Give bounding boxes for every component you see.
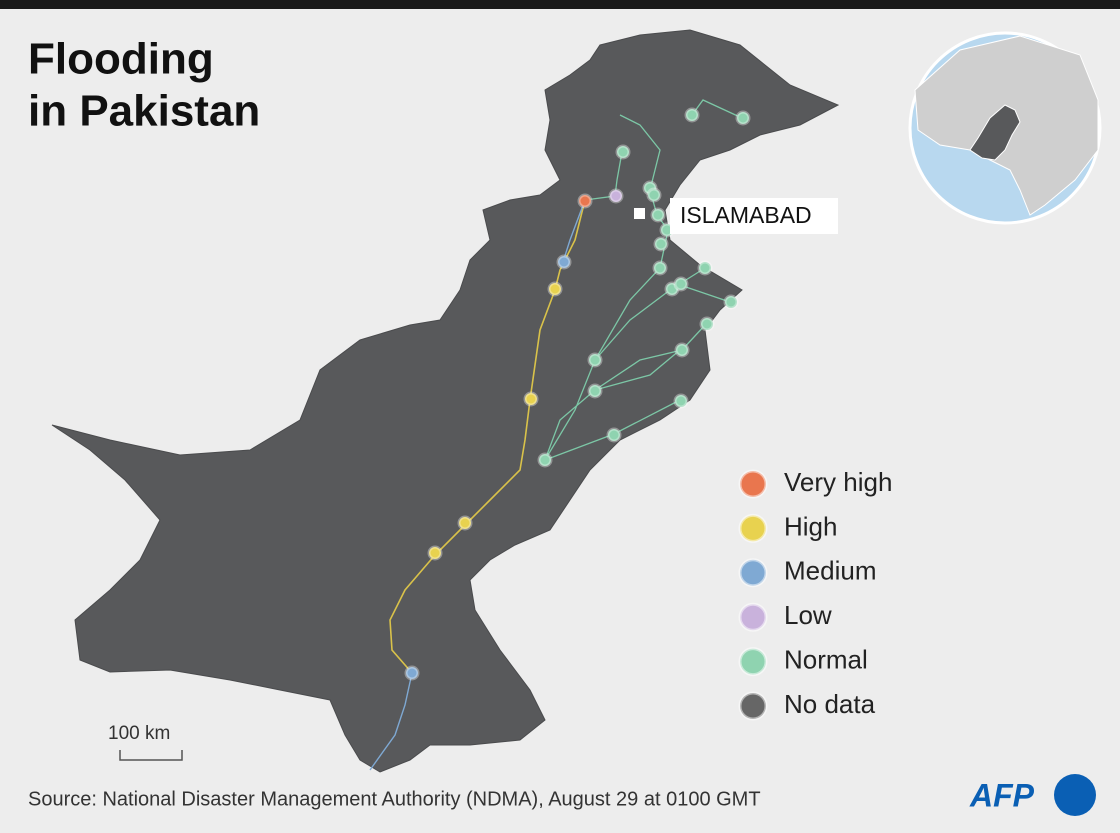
capital-marker [634, 208, 645, 219]
title-line: Flooding [28, 35, 214, 84]
station [615, 144, 631, 160]
station [684, 107, 700, 123]
river [389, 199, 586, 674]
title-line: in Pakistan [28, 87, 260, 136]
top-bar [0, 0, 1120, 9]
legend-swatch [738, 647, 768, 677]
legend: Very high High Medium Low Normal No data [738, 467, 892, 721]
station [697, 260, 713, 276]
legend-label: High [784, 511, 837, 541]
source: Source: National Disaster Management Aut… [28, 788, 761, 810]
station [699, 316, 715, 332]
country-shape [51, 29, 840, 773]
legend-swatch [738, 513, 768, 543]
station [587, 383, 603, 399]
station [674, 342, 690, 358]
stations [404, 107, 751, 681]
city-label-box [670, 198, 838, 234]
station [587, 352, 603, 368]
legend-swatch [738, 469, 768, 499]
legend-label: Normal [784, 644, 868, 674]
station [608, 188, 624, 204]
station [650, 207, 666, 223]
station [606, 427, 622, 443]
scale-label: 100 km [108, 723, 170, 744]
legend-swatch [738, 691, 768, 721]
station [404, 665, 420, 681]
station [577, 193, 593, 209]
station [673, 393, 689, 409]
station [652, 260, 668, 276]
legend-label: Very high [784, 467, 892, 497]
country-highlight [969, 104, 1021, 161]
city-label: ISLAMABAD [680, 202, 812, 228]
station [537, 452, 553, 468]
river [369, 199, 586, 771]
legend-label: No data [784, 689, 876, 719]
station [457, 515, 473, 531]
station [723, 294, 739, 310]
logo: AFP [969, 777, 1035, 813]
legend-swatch [738, 558, 768, 588]
station [427, 545, 443, 561]
station [653, 236, 669, 252]
station [673, 276, 689, 292]
scale-bar [119, 750, 183, 761]
legend-label: Low [784, 600, 832, 630]
locator-globe [908, 31, 1102, 225]
legend-swatch [738, 602, 768, 632]
station [735, 110, 751, 126]
logo-dot [1054, 774, 1096, 816]
station [523, 391, 539, 407]
legend-label: Medium [784, 556, 876, 586]
station [646, 187, 662, 203]
station [556, 254, 572, 270]
station [547, 281, 563, 297]
